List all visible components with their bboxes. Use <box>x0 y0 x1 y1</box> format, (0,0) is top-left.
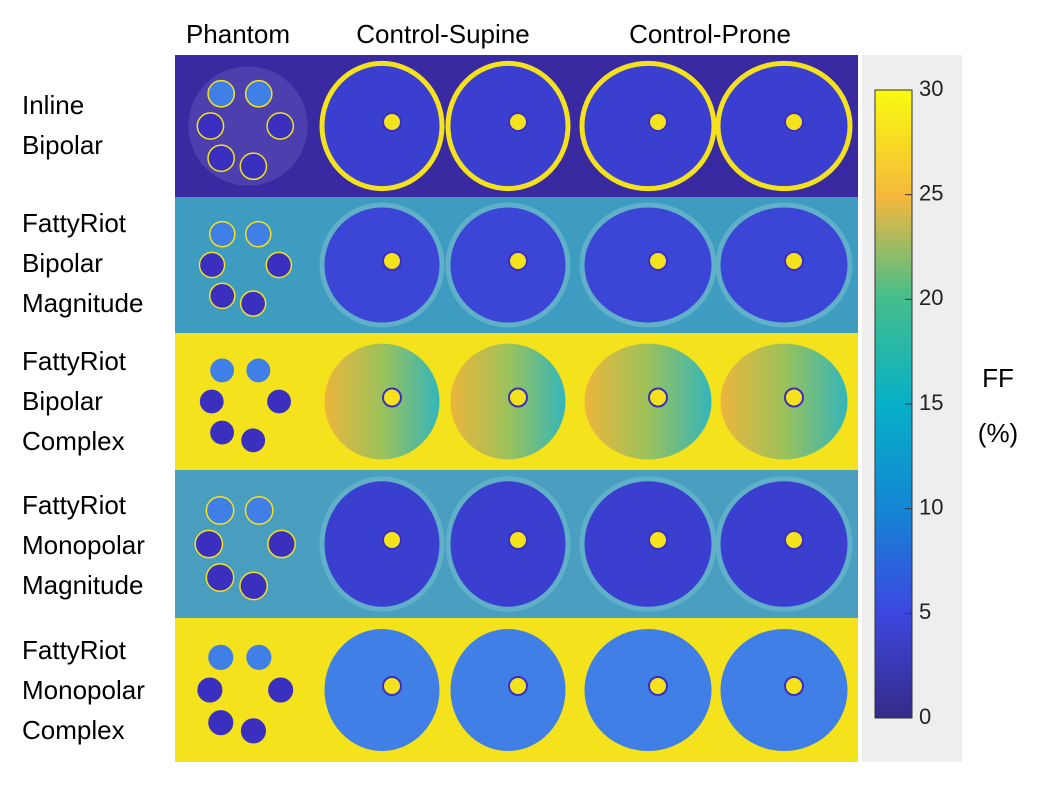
bone <box>784 251 804 271</box>
row-label: Bipolar <box>22 386 103 416</box>
column-header: Control-Supine <box>356 19 529 49</box>
phantom-vial <box>266 112 295 140</box>
leg-section <box>579 60 717 192</box>
phantom-vial <box>244 496 274 525</box>
bone <box>508 251 528 271</box>
colorbar-tick-label: 25 <box>919 180 943 205</box>
phantom-vial <box>194 529 224 559</box>
bone <box>648 112 668 132</box>
bone <box>784 676 804 696</box>
phantom-vial <box>266 675 295 705</box>
phantom-vial <box>244 220 272 248</box>
colorbar-tick-label: 5 <box>919 599 931 624</box>
bone <box>784 112 804 132</box>
leg-section <box>715 476 853 612</box>
colorbar-tick-label: 20 <box>919 285 943 310</box>
phantom-vial <box>265 388 293 415</box>
colorbar-tick-label: 10 <box>919 494 943 519</box>
leg-section <box>319 476 445 612</box>
phantom-vial <box>198 388 226 415</box>
phantom-vial <box>239 426 267 454</box>
phantom-vial <box>239 716 268 745</box>
leg-section <box>445 202 571 328</box>
row-label: FattyRiot <box>22 208 127 238</box>
phantom-vial <box>208 220 236 248</box>
bone <box>382 112 402 132</box>
bone <box>648 387 668 408</box>
leg-section <box>715 202 853 328</box>
leg-section <box>445 338 571 465</box>
leg-section <box>319 60 445 192</box>
colorbar-tick-label: 0 <box>919 704 931 729</box>
phantom-vial <box>196 112 225 140</box>
column-header: Phantom <box>186 19 290 49</box>
phantom-vial <box>207 144 236 173</box>
colorbar-tick-label: 15 <box>919 390 943 415</box>
phantom-vial <box>206 708 235 737</box>
leg-section <box>715 623 853 757</box>
leg-section <box>579 202 717 328</box>
bone <box>784 387 804 408</box>
leg-section <box>445 476 571 612</box>
leg-section <box>579 623 717 757</box>
leg-section <box>445 623 571 757</box>
phantom-vial <box>205 563 235 592</box>
leg-section <box>579 338 717 465</box>
row-label: Magnitude <box>22 570 143 600</box>
bone <box>382 251 402 271</box>
phantom-vial <box>267 529 296 559</box>
bone <box>382 676 402 696</box>
bone <box>648 251 668 271</box>
colorbar-label: FF <box>982 363 1014 393</box>
leg-section <box>715 338 853 465</box>
phantom-vial <box>239 290 267 317</box>
row-label: Monopolar <box>22 675 145 705</box>
bone <box>508 676 528 696</box>
colorbar-tick-label: 30 <box>919 76 943 101</box>
leg-section <box>579 476 717 612</box>
phantom-vial <box>208 419 236 446</box>
row-label: Monopolar <box>22 530 145 560</box>
phantom-vial <box>244 643 273 672</box>
leg-section <box>319 202 445 328</box>
bone <box>648 530 668 550</box>
phantom-vial <box>208 357 236 384</box>
row-label: FattyRiot <box>22 346 127 376</box>
bone <box>508 112 528 132</box>
row-label: Complex <box>22 426 125 456</box>
leg-section <box>319 338 445 465</box>
colorbar-label: (%) <box>978 418 1018 448</box>
phantom-vial <box>208 282 236 310</box>
phantom-vial <box>207 79 236 108</box>
phantom-vial <box>239 571 269 601</box>
row-label: Bipolar <box>22 248 103 278</box>
phantom-vial <box>206 643 235 672</box>
leg-section <box>715 60 853 192</box>
bone <box>648 676 668 696</box>
phantom-vial <box>198 251 226 279</box>
row-label: FattyRiot <box>22 490 127 520</box>
phantom-vial <box>239 152 268 181</box>
phantom-vial <box>265 251 293 279</box>
bone <box>382 530 402 550</box>
row-label: Complex <box>22 715 125 745</box>
bone <box>784 530 804 550</box>
phantom-vial <box>244 79 273 108</box>
row-label: Inline <box>22 90 84 120</box>
phantom-vial <box>244 357 272 384</box>
row-label: Magnitude <box>22 288 143 318</box>
bone <box>508 387 528 408</box>
row-label: FattyRiot <box>22 635 127 665</box>
phantom-vial <box>195 675 224 705</box>
phantom-vial <box>205 496 235 525</box>
leg-section <box>445 60 571 192</box>
bone <box>508 530 528 550</box>
column-header: Control-Prone <box>629 19 791 49</box>
row-label: Bipolar <box>22 130 103 160</box>
bone <box>382 387 402 408</box>
leg-section <box>319 623 445 757</box>
